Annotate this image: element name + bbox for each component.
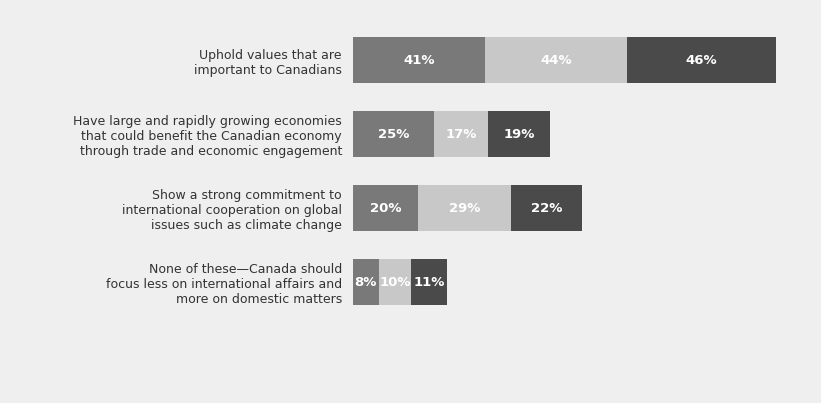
Text: 22%: 22% (531, 202, 562, 215)
Bar (353, 260, 378, 305)
Bar (353, 37, 485, 83)
Text: 19%: 19% (503, 128, 534, 141)
Text: 44%: 44% (540, 54, 572, 67)
Text: 17%: 17% (445, 128, 477, 141)
Text: 10%: 10% (379, 276, 410, 289)
Bar (378, 260, 411, 305)
Text: 41%: 41% (403, 54, 435, 67)
Bar (418, 185, 511, 231)
Bar (627, 37, 776, 83)
Bar (433, 111, 488, 157)
Bar (353, 111, 433, 157)
Bar (485, 37, 627, 83)
Text: 11%: 11% (413, 276, 444, 289)
Bar (511, 185, 582, 231)
Bar (411, 260, 447, 305)
Bar (488, 111, 550, 157)
Text: 46%: 46% (686, 54, 718, 67)
Bar (353, 185, 418, 231)
Text: 20%: 20% (369, 202, 401, 215)
Text: 25%: 25% (378, 128, 409, 141)
Text: 8%: 8% (355, 276, 377, 289)
Text: 29%: 29% (448, 202, 480, 215)
